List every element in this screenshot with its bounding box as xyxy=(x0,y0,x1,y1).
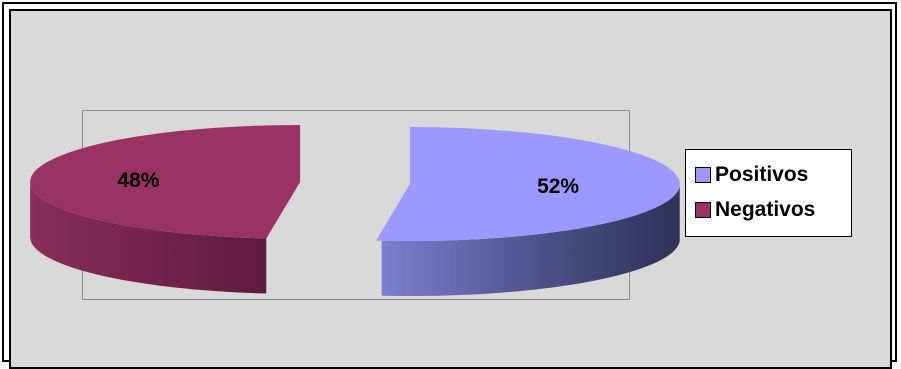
pie-slice-negativos-top xyxy=(30,124,301,239)
legend-swatch-positivos xyxy=(695,166,711,183)
data-label-positivos: 52% xyxy=(537,175,579,198)
pie-chart: 52% 48% xyxy=(30,124,680,297)
pie-slice-negativos xyxy=(30,124,301,294)
pie-slice-positivos xyxy=(376,127,680,297)
legend-swatch-negativos xyxy=(695,201,711,218)
legend-label-positivos: Positivos xyxy=(715,162,809,186)
legend-label-negativos: Negativos xyxy=(715,197,816,221)
pie-slice-positivos-side xyxy=(381,186,680,297)
pie-slice-negativos-side xyxy=(30,182,267,294)
chart-legend: Positivos Negativos xyxy=(685,149,852,237)
pie-slice-positivos-top xyxy=(376,127,680,242)
legend-item-positivos: Positivos xyxy=(695,157,851,192)
legend-item-negativos: Negativos xyxy=(695,192,851,227)
data-label-negativos: 48% xyxy=(117,169,159,192)
